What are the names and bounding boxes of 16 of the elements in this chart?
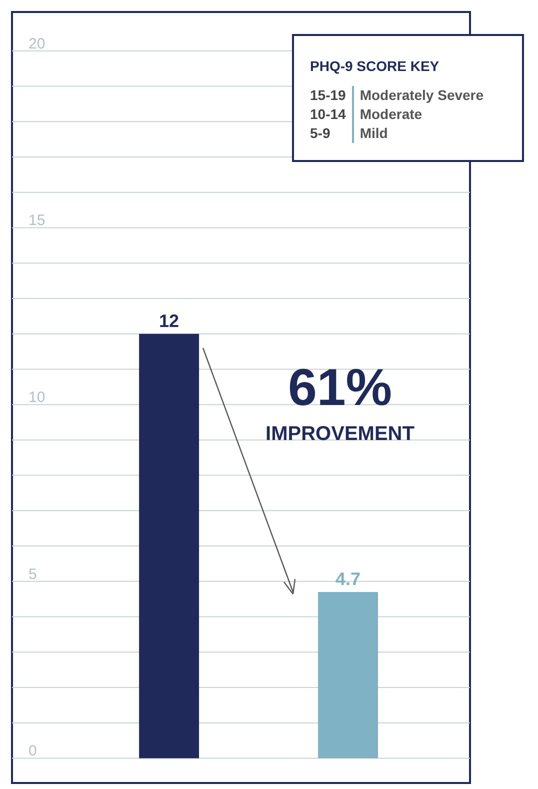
- y-tick-label: 5: [28, 566, 37, 583]
- annotation: 15-19: [310, 86, 347, 105]
- annotation: PHQ-9 SCORE KEY: [310, 58, 440, 74]
- annotation: Moderately Severe: [352, 86, 484, 105]
- data-label: 12: [159, 310, 180, 331]
- y-tick-label: 0: [28, 742, 37, 760]
- annotation: IMPROVEMENT: [264, 423, 416, 446]
- data-label: 4.7: [336, 569, 361, 590]
- annotation: 5-9: [310, 124, 332, 143]
- annotation: Moderate: [352, 105, 484, 124]
- y-tick-label: 10: [28, 389, 46, 406]
- y-tick-label: 15: [28, 212, 46, 230]
- annotation: 61%: [286, 358, 394, 418]
- annotation: Mild: [352, 124, 484, 143]
- y-tick-label: 20: [28, 35, 46, 52]
- annotation: 10-14: [310, 105, 347, 124]
